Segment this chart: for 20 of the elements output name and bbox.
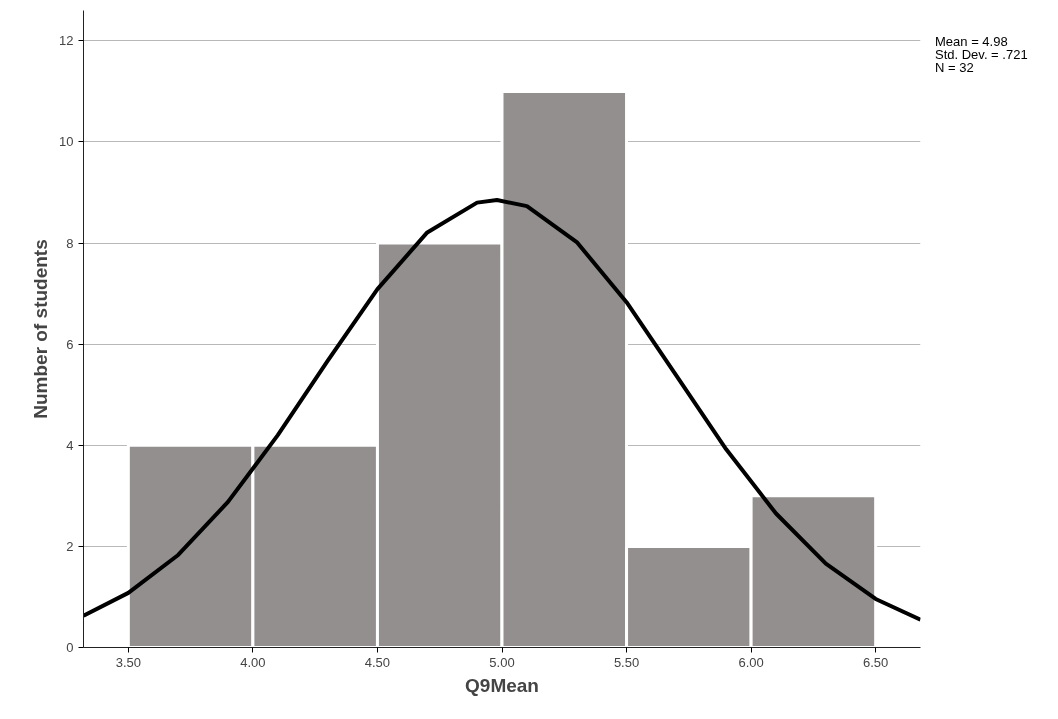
y-tick-label: 6 xyxy=(66,336,74,352)
y-tick-label: 12 xyxy=(59,33,74,49)
x-tick-label: 6.50 xyxy=(863,654,889,670)
text: Std. Dev. = .721 xyxy=(935,47,1028,62)
x-tick-label: 6.00 xyxy=(738,654,764,670)
y-axis-title: Number of students xyxy=(30,239,52,419)
x-tick-label: 5.00 xyxy=(489,654,515,670)
x-axis-title: Q9Mean xyxy=(465,674,539,696)
y-tick-label: 8 xyxy=(66,235,74,251)
x-tick-label: 4.00 xyxy=(240,654,266,670)
y-tick-label: 4 xyxy=(66,437,74,453)
y-tick-label: 10 xyxy=(59,134,74,150)
y-tick-label: 2 xyxy=(66,538,74,554)
y-tick-label: 0 xyxy=(66,640,74,655)
x-tick-label: 5.50 xyxy=(613,654,640,670)
x-tick-label: 4.50 xyxy=(364,654,391,670)
text: Mean = 4.98 xyxy=(935,34,1008,49)
line-series xyxy=(83,198,921,622)
x-tick-label: 3.50 xyxy=(115,654,141,670)
text: N = 32 xyxy=(935,60,974,75)
